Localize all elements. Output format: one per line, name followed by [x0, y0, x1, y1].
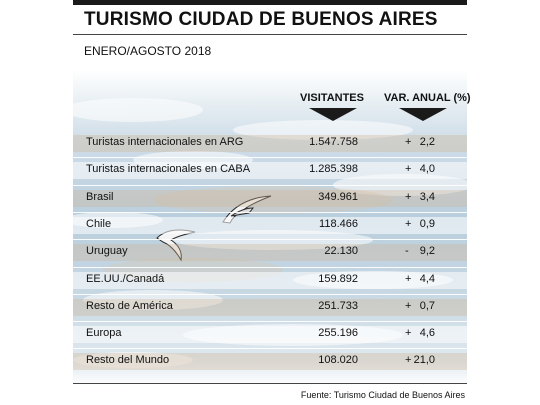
- row-var-sign: +: [405, 273, 412, 285]
- row-var-anual: 4,6: [419, 327, 435, 339]
- table-row: Resto de América 251.733 +0,7: [73, 294, 467, 321]
- source-note: Fuente: Turismo Ciudad de Buenos Aires: [300, 390, 465, 400]
- row-band: [73, 162, 467, 179]
- row-divider: [73, 157, 467, 158]
- row-var-sign: +: [405, 327, 412, 339]
- row-var-sign: +: [405, 354, 412, 366]
- bottom-rule: [73, 383, 467, 384]
- row-label: Chile: [86, 218, 112, 230]
- row-label: Resto de América: [86, 300, 173, 312]
- row-divider: [73, 321, 467, 322]
- row-band: [73, 353, 467, 370]
- row-var-anual: 3,4: [419, 191, 435, 203]
- row-visitantes: 118.466: [319, 218, 358, 230]
- row-label: EE.UU./Canadá: [86, 273, 165, 285]
- row-var-sign: +: [405, 191, 412, 203]
- row-visitantes: 251.733: [318, 300, 358, 312]
- row-divider: [73, 239, 467, 240]
- row-divider: [73, 185, 467, 186]
- row-visitantes: 1.547.758: [309, 136, 358, 148]
- row-visitantes: 22.130: [324, 245, 358, 257]
- table-row: Europa 255.196 +4,6: [73, 321, 467, 348]
- row-var-anual: 4,4: [419, 273, 435, 285]
- table-row: Turistas internacionales en CABA 1.285.39…: [73, 157, 467, 184]
- row-band: [73, 190, 467, 207]
- row-var-sign: -: [405, 245, 409, 257]
- row-visitantes: 1.285.398: [309, 163, 358, 175]
- table-row: Turistas internacionales en ARG 1.547.758…: [73, 130, 467, 157]
- table-row: Resto del Mundo 108.020 +21,0: [73, 348, 467, 375]
- row-label: Resto del Mundo: [86, 354, 170, 366]
- row-band: [73, 326, 467, 343]
- chart-subtitle: ENERO/AGOSTO 2018: [84, 44, 212, 58]
- top-rule: [73, 0, 467, 5]
- row-var-anual: 2,2: [419, 136, 435, 148]
- table-row: Uruguay 22.130 -9,2: [73, 239, 467, 266]
- row-var-sign: +: [405, 300, 412, 312]
- row-var-anual: 0,9: [419, 218, 435, 230]
- table-row: Chile 118.466 +0,9: [73, 212, 467, 239]
- row-divider: [73, 212, 467, 213]
- row-visitantes: 349.961: [318, 191, 358, 203]
- row-var-anual: 4,0: [419, 163, 435, 175]
- row-var-sign: +: [405, 163, 412, 175]
- row-label: Turistas internacionales en ARG: [86, 136, 244, 148]
- row-label: Turistas internacionales en CABA: [86, 163, 251, 175]
- column-header-visitantes: VISITANTES: [300, 92, 364, 104]
- column-header-var-anual: VAR. ANUAL (%): [384, 92, 471, 104]
- row-visitantes: 159.892: [318, 273, 358, 285]
- table-row: EE.UU./Canadá 159.892 +4,4: [73, 267, 467, 294]
- row-var-anual: 0,7: [419, 300, 435, 312]
- row-band: [73, 217, 467, 234]
- table-row: Brasil 349.961 +3,4: [73, 185, 467, 212]
- column-arrow-var-anual: [399, 108, 447, 121]
- title-divider: [73, 34, 467, 35]
- row-divider: [73, 267, 467, 268]
- row-var-sign: +: [405, 136, 412, 148]
- row-band: [73, 299, 467, 316]
- row-band: [73, 135, 467, 152]
- column-arrow-visitantes: [309, 108, 357, 121]
- row-label: Brasil: [86, 191, 114, 203]
- row-label: Europa: [86, 327, 122, 339]
- row-band: [73, 244, 467, 261]
- row-visitantes: 255.196: [318, 327, 358, 339]
- row-label: Uruguay: [86, 245, 128, 257]
- row-band: [73, 272, 467, 289]
- row-visitantes: 108.020: [318, 354, 358, 366]
- row-var-anual: 21,0: [413, 354, 435, 366]
- row-var-anual: 9,2: [419, 245, 435, 257]
- chart-title: TURISMO CIUDAD DE BUENOS AIRES: [84, 9, 438, 30]
- row-var-sign: +: [405, 218, 412, 230]
- row-divider: [73, 294, 467, 295]
- row-divider: [73, 348, 467, 349]
